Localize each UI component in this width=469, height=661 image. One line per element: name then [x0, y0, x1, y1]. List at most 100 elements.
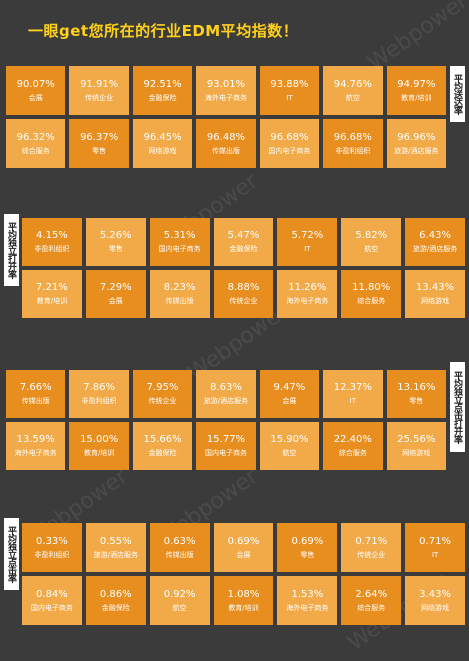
- metric-value: 0.63%: [163, 535, 196, 547]
- metric-cell: 15.66% 金融保险: [132, 422, 193, 470]
- metric-value: 1.08%: [227, 588, 260, 600]
- industry-label: 零售: [108, 245, 123, 254]
- metric-cell: 93.88% IT: [259, 66, 320, 115]
- unique-click-open-rate-grid: 7.66% 传媒出版 7.86% 非盈利组织 7.95% 传统企业 8.63% 旅游/酒…: [6, 370, 446, 470]
- industry-label: IT: [286, 93, 293, 102]
- metric-value: 11.26%: [288, 282, 327, 294]
- industry-label: 非盈利组织: [81, 397, 117, 406]
- industry-label: 旅游/酒店服务: [93, 550, 138, 559]
- metric-value: 90.07%: [16, 78, 55, 90]
- metric-cell: 3.43% 网络游戏: [405, 576, 465, 625]
- metric-value: 0.69%: [227, 535, 260, 547]
- industry-label: 传媒出版: [165, 550, 194, 559]
- industry-label: 金融保险: [148, 449, 177, 458]
- industry-label: 非盈利组织: [335, 146, 371, 155]
- metric-cell: 7.21% 教育/培训: [22, 270, 82, 318]
- metric-cell: 1.08% 教育/培训: [213, 576, 274, 625]
- industry-label: 网络游戏: [148, 146, 177, 155]
- metric-value: 5.31%: [163, 230, 196, 242]
- metric-cell: 0.92% 航空: [149, 576, 210, 625]
- metric-value: 96.68%: [270, 131, 309, 143]
- industry-label: 非盈利组织: [34, 550, 70, 559]
- metric-value: 13.43%: [416, 282, 455, 294]
- metric-value: 7.86%: [83, 382, 116, 394]
- metric-value: 94.76%: [333, 78, 372, 90]
- industry-label: IT: [349, 397, 357, 406]
- metric-cell: 11.80% 综合服务: [341, 270, 402, 318]
- metric-cell: 0.71% IT: [405, 523, 465, 572]
- metric-value: 5.82%: [355, 230, 388, 242]
- industry-label: 海外电子商务: [14, 449, 57, 458]
- industry-label: 航空: [172, 603, 187, 612]
- metric-cell: 0.71% 传统企业: [341, 523, 402, 572]
- metric-cell: 96.68% 非盈利组织: [323, 119, 383, 168]
- metric-cell: 8.23% 传媒出版: [149, 270, 210, 318]
- industry-label: 教育/培训: [83, 449, 115, 458]
- section-label: 平均送达率: [450, 66, 465, 122]
- industry-label: 金融保险: [101, 603, 130, 612]
- metric-value: 15.77%: [206, 434, 246, 446]
- metric-cell: 0.69% 零售: [277, 523, 338, 572]
- industry-label: 国内电子商务: [30, 603, 73, 612]
- industry-label: 国内电子商务: [268, 146, 311, 155]
- industry-label: 会展: [282, 397, 297, 406]
- industry-label: 零售: [300, 550, 315, 559]
- metric-cell: 15.77% 国内电子商务: [196, 422, 256, 470]
- industry-label: 传统企业: [148, 397, 177, 406]
- metric-value: 15.00%: [80, 434, 119, 446]
- metric-value: 15.90%: [270, 434, 309, 446]
- metric-value: 6.43%: [419, 230, 451, 242]
- metric-cell: 94.76% 航空: [323, 66, 383, 115]
- metric-cell: 8.63% 旅游/酒店服务: [196, 370, 256, 418]
- industry-label: 网络游戏: [402, 449, 431, 458]
- metric-cell: 96.32% 综合服务: [6, 119, 66, 168]
- metric-cell: 93.01% 海外电子商务: [196, 66, 256, 115]
- metric-cell: 9.47% 会展: [259, 370, 320, 418]
- metric-value: 12.37%: [333, 382, 372, 394]
- metric-value: 9.47%: [273, 382, 306, 394]
- metric-value: 13.16%: [397, 382, 436, 394]
- metric-value: 96.37%: [80, 131, 119, 143]
- industry-label: 网络游戏: [421, 297, 450, 306]
- metric-value: 96.45%: [143, 131, 182, 143]
- page-title: 一眼get您所在的行业EDM平均指数！: [28, 22, 299, 40]
- metric-value: 8.23%: [163, 282, 196, 294]
- industry-label: 非盈利组织: [34, 245, 70, 254]
- industry-label: 传媒出版: [165, 297, 194, 306]
- industry-label: 综合服务: [338, 449, 367, 458]
- metric-cell: 0.55% 旅游/酒店服务: [85, 523, 146, 572]
- industry-label: 会展: [236, 550, 251, 559]
- section-label: 平均独立打开率: [4, 214, 19, 286]
- metric-value: 0.86%: [99, 588, 132, 600]
- industry-label: 海外电子商务: [286, 603, 329, 612]
- metric-value: 94.97%: [397, 78, 436, 90]
- metric-cell: 0.86% 金融保险: [85, 576, 146, 625]
- metric-value: 5.26%: [99, 230, 132, 242]
- metric-cell: 0.33% 非盈利组织: [22, 523, 82, 572]
- industry-label: 传媒出版: [21, 397, 50, 406]
- metric-value: 11.80%: [352, 282, 391, 294]
- metric-cell: 13.59% 海外电子商务: [6, 422, 66, 470]
- metric-value: 92.51%: [143, 78, 182, 90]
- industry-label: 金融保险: [148, 93, 177, 102]
- metric-cell: 7.86% 非盈利组织: [69, 370, 129, 418]
- metric-cell: 91.91% 传统企业: [69, 66, 129, 115]
- metric-value: 96.96%: [397, 131, 436, 143]
- metric-cell: 96.68% 国内电子商务: [259, 119, 320, 168]
- industry-label: 网络游戏: [421, 603, 450, 612]
- metric-cell: 5.82% 航空: [341, 218, 402, 266]
- industry-label: 综合服务: [357, 603, 386, 612]
- metric-cell: 11.26% 海外电子商务: [277, 270, 338, 318]
- metric-cell: 0.84% 国内电子商务: [22, 576, 82, 625]
- industry-label: 航空: [364, 245, 379, 254]
- metric-value: 93.01%: [206, 78, 246, 90]
- metric-cell: 5.31% 国内电子商务: [149, 218, 210, 266]
- industry-label: 会展: [108, 297, 123, 306]
- industry-label: 综合服务: [357, 297, 386, 306]
- metric-value: 25.56%: [397, 434, 436, 446]
- industry-label: 金融保险: [229, 245, 258, 254]
- metric-cell: 5.72% IT: [277, 218, 338, 266]
- industry-label: 海外电子商务: [286, 297, 329, 306]
- metric-cell: 5.47% 金融保险: [213, 218, 274, 266]
- industry-label: 国内电子商务: [158, 245, 201, 254]
